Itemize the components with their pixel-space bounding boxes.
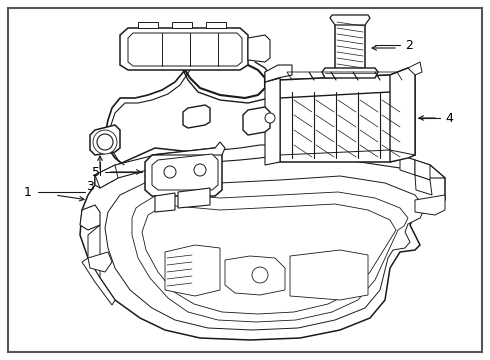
Text: 1: 1 bbox=[24, 185, 32, 198]
Polygon shape bbox=[145, 148, 222, 196]
Polygon shape bbox=[82, 258, 115, 305]
Polygon shape bbox=[280, 145, 445, 178]
Polygon shape bbox=[120, 28, 248, 70]
Polygon shape bbox=[88, 225, 100, 278]
Polygon shape bbox=[330, 15, 370, 25]
Polygon shape bbox=[408, 62, 422, 75]
Circle shape bbox=[97, 134, 113, 150]
Polygon shape bbox=[290, 250, 368, 300]
Polygon shape bbox=[172, 22, 192, 28]
Polygon shape bbox=[243, 107, 270, 135]
Polygon shape bbox=[80, 148, 445, 340]
Polygon shape bbox=[265, 65, 292, 82]
Polygon shape bbox=[248, 35, 270, 62]
Polygon shape bbox=[80, 205, 100, 230]
Polygon shape bbox=[90, 125, 120, 155]
Circle shape bbox=[194, 164, 206, 176]
Polygon shape bbox=[128, 33, 242, 66]
Circle shape bbox=[164, 166, 176, 178]
Polygon shape bbox=[225, 256, 285, 295]
Polygon shape bbox=[280, 75, 415, 162]
Polygon shape bbox=[415, 175, 432, 195]
Circle shape bbox=[93, 130, 117, 154]
Polygon shape bbox=[105, 176, 425, 330]
Polygon shape bbox=[415, 160, 430, 180]
Circle shape bbox=[252, 267, 268, 283]
Polygon shape bbox=[95, 145, 280, 188]
Polygon shape bbox=[152, 154, 218, 190]
Polygon shape bbox=[335, 18, 365, 72]
Polygon shape bbox=[142, 204, 396, 314]
Polygon shape bbox=[265, 68, 280, 82]
Polygon shape bbox=[132, 192, 408, 322]
Text: 2: 2 bbox=[405, 39, 413, 51]
Polygon shape bbox=[165, 245, 220, 296]
Polygon shape bbox=[265, 78, 280, 165]
Polygon shape bbox=[152, 142, 225, 155]
Text: 5: 5 bbox=[92, 166, 100, 179]
Polygon shape bbox=[415, 195, 445, 215]
Polygon shape bbox=[178, 188, 210, 208]
Text: 4: 4 bbox=[445, 112, 453, 125]
Polygon shape bbox=[138, 22, 158, 28]
Text: 3: 3 bbox=[86, 180, 94, 193]
Polygon shape bbox=[400, 155, 415, 175]
Polygon shape bbox=[183, 105, 210, 128]
Polygon shape bbox=[280, 68, 415, 98]
Polygon shape bbox=[390, 68, 415, 162]
Polygon shape bbox=[95, 165, 118, 188]
Polygon shape bbox=[88, 252, 112, 272]
Polygon shape bbox=[322, 68, 378, 78]
Polygon shape bbox=[155, 193, 175, 212]
Circle shape bbox=[265, 113, 275, 123]
Polygon shape bbox=[206, 22, 226, 28]
